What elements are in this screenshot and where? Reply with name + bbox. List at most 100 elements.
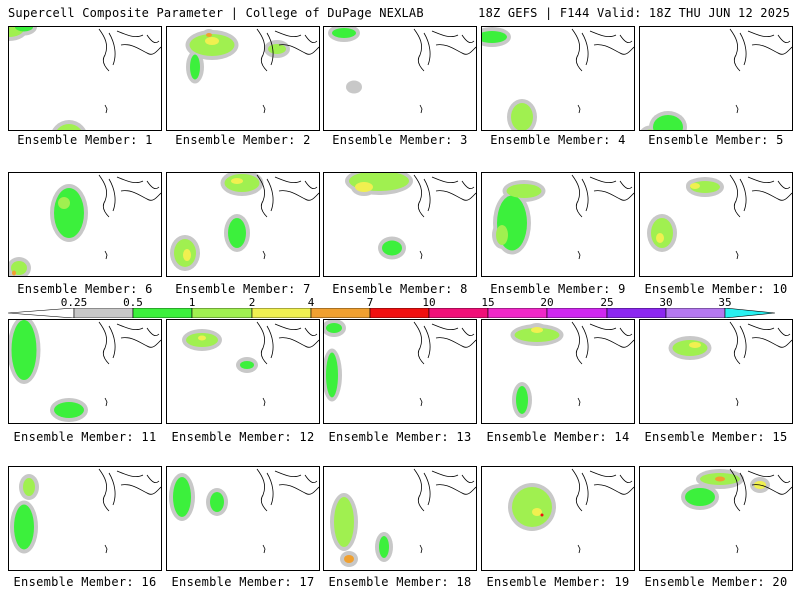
great-lakes-outline	[413, 468, 476, 512]
ensemble-panel-14	[481, 319, 635, 424]
colorbar-tick-label: 20	[540, 296, 554, 309]
scp-contour	[210, 492, 224, 512]
ensemble-member-label: Ensemble Member: 11	[13, 430, 157, 444]
scp-contour	[332, 28, 356, 38]
scp-contour	[540, 513, 544, 517]
scp-contour	[532, 508, 542, 516]
colorbar-segment	[369, 308, 430, 318]
scp-contour	[15, 27, 33, 32]
ensemble-panel-8	[323, 172, 477, 277]
scp-contour	[382, 240, 402, 256]
great-lakes-outline	[729, 321, 792, 365]
scp-contour	[23, 478, 35, 496]
boundary-line	[262, 544, 266, 554]
boundary-line	[735, 397, 739, 407]
scp-contour	[190, 54, 200, 80]
scp-contour	[58, 197, 70, 209]
ensemble-panel-5	[639, 26, 793, 131]
boundary-line	[577, 250, 581, 260]
ensemble-member-label: Ensemble Member: 15	[644, 430, 788, 444]
ensemble-member-label: Ensemble Member: 3	[332, 133, 468, 147]
great-lakes-outline	[256, 174, 319, 218]
ensemble-member-label: Ensemble Member: 7	[175, 282, 311, 296]
scp-contour	[496, 225, 508, 245]
ensemble-panel-19	[481, 466, 635, 571]
ensemble-member-label: Ensemble Member: 17	[171, 575, 315, 589]
boundary-line	[419, 397, 423, 407]
scp-contour	[689, 342, 701, 348]
great-lakes-outline	[571, 28, 634, 72]
great-lakes-outline	[98, 28, 161, 72]
colorbar-segment	[251, 308, 312, 318]
colorbar-tick-label: 0.5	[123, 296, 143, 309]
scp-contour	[12, 270, 16, 276]
great-lakes-outline	[256, 321, 319, 365]
ensemble-member-label: Ensemble Member: 19	[486, 575, 630, 589]
ensemble-panel-13	[323, 319, 477, 424]
scp-contour	[206, 33, 212, 37]
boundary-line	[262, 397, 266, 407]
great-lakes-outline	[256, 28, 319, 72]
scp-contour	[205, 37, 219, 45]
colorbar	[8, 308, 776, 318]
scp-contour	[350, 84, 358, 90]
great-lakes-outline	[571, 174, 634, 218]
ensemble-panel-16	[8, 466, 162, 571]
boundary-line	[735, 104, 739, 114]
scp-contour	[690, 183, 700, 189]
colorbar-segment	[132, 308, 193, 318]
great-lakes-outline	[571, 468, 634, 512]
colorbar-tick-label: 25	[600, 296, 614, 309]
boundary-line	[735, 544, 739, 554]
ensemble-member-label: Ensemble Member: 13	[328, 430, 472, 444]
ensemble-member-label: Ensemble Member: 10	[644, 282, 788, 296]
colorbar-segment	[310, 308, 371, 318]
scp-contour	[355, 182, 373, 192]
scp-contour	[240, 361, 254, 369]
scp-contour	[14, 504, 34, 550]
great-lakes-outline	[729, 468, 792, 512]
ensemble-member-label: Ensemble Member: 4	[490, 133, 626, 147]
great-lakes-outline	[413, 28, 476, 72]
boundary-line	[104, 397, 108, 407]
ensemble-member-label: Ensemble Member: 9	[490, 282, 626, 296]
scp-contour	[57, 124, 81, 130]
scp-contour	[653, 115, 683, 130]
ensemble-panel-7	[166, 172, 320, 277]
scp-contour	[516, 386, 528, 414]
scp-contour	[482, 31, 507, 43]
ensemble-panel-9	[481, 172, 635, 277]
boundary-line	[104, 544, 108, 554]
colorbar-segment	[487, 308, 548, 318]
ensemble-member-label: Ensemble Member: 20	[644, 575, 788, 589]
scp-contour	[656, 233, 664, 243]
colorbar-segment	[191, 308, 253, 318]
great-lakes-outline	[98, 321, 161, 365]
run-valid-time: 18Z GEFS | F144 Valid: 18Z THU JUN 12 20…	[478, 6, 790, 20]
great-lakes-outline	[98, 468, 161, 512]
colorbar-tick-label: 0.25	[60, 296, 88, 309]
colorbar-segment	[546, 308, 608, 318]
ensemble-panel-6	[8, 172, 162, 277]
scp-contour	[326, 323, 342, 333]
scp-contour	[224, 174, 260, 192]
colorbar-segment	[665, 308, 726, 318]
colorbar-tick-label: 2	[248, 296, 256, 309]
scp-contour	[531, 327, 543, 333]
boundary-line	[419, 104, 423, 114]
ensemble-panel-18	[323, 466, 477, 571]
ensemble-member-label: Ensemble Member: 2	[175, 133, 311, 147]
scp-contour	[511, 103, 533, 130]
scp-contour	[334, 497, 354, 547]
scp-contour	[647, 129, 653, 130]
boundary-line	[577, 104, 581, 114]
ensemble-member-label: Ensemble Member: 5	[648, 133, 784, 147]
colorbar-tick-label: 1	[188, 296, 196, 309]
boundary-line	[577, 544, 581, 554]
scp-contour	[326, 352, 338, 398]
scp-contour	[231, 178, 243, 184]
ensemble-panel-1	[8, 26, 162, 131]
colorbar-segment	[428, 308, 489, 318]
scp-contour	[198, 335, 206, 341]
ensemble-member-label: Ensemble Member: 18	[328, 575, 472, 589]
